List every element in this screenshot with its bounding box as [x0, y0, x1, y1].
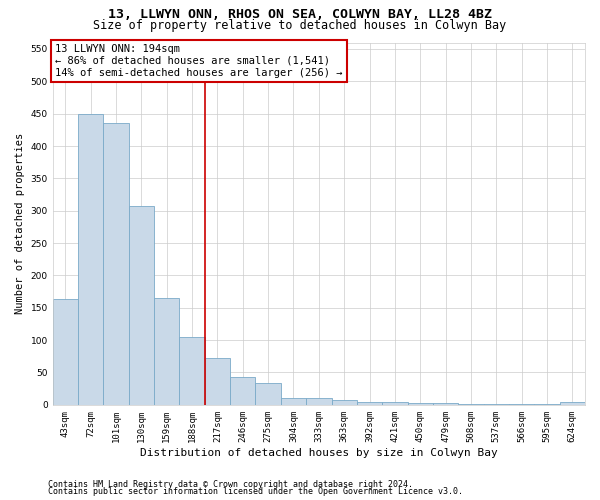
- Bar: [205, 358, 230, 405]
- Text: Contains public sector information licensed under the Open Government Licence v3: Contains public sector information licen…: [48, 487, 463, 496]
- Bar: [53, 300, 78, 405]
- Bar: [560, 402, 585, 405]
- Bar: [484, 404, 509, 405]
- Bar: [78, 114, 103, 405]
- Text: Size of property relative to detached houses in Colwyn Bay: Size of property relative to detached ho…: [94, 19, 506, 32]
- Bar: [103, 124, 129, 405]
- Bar: [433, 403, 458, 405]
- Bar: [407, 403, 433, 405]
- Y-axis label: Number of detached properties: Number of detached properties: [15, 133, 25, 314]
- Bar: [256, 384, 281, 405]
- Bar: [332, 400, 357, 405]
- Bar: [230, 377, 256, 405]
- Text: 13, LLWYN ONN, RHOS ON SEA, COLWYN BAY, LL28 4BZ: 13, LLWYN ONN, RHOS ON SEA, COLWYN BAY, …: [108, 8, 492, 20]
- Text: 13 LLWYN ONN: 194sqm
← 86% of detached houses are smaller (1,541)
14% of semi-de: 13 LLWYN ONN: 194sqm ← 86% of detached h…: [55, 44, 343, 78]
- Bar: [509, 404, 535, 405]
- Bar: [306, 398, 332, 405]
- Text: Contains HM Land Registry data © Crown copyright and database right 2024.: Contains HM Land Registry data © Crown c…: [48, 480, 413, 489]
- Bar: [154, 298, 179, 405]
- Bar: [281, 398, 306, 405]
- Bar: [357, 402, 382, 405]
- Bar: [179, 337, 205, 405]
- Bar: [382, 402, 407, 405]
- Bar: [458, 404, 484, 405]
- Bar: [129, 206, 154, 405]
- Bar: [535, 404, 560, 405]
- X-axis label: Distribution of detached houses by size in Colwyn Bay: Distribution of detached houses by size …: [140, 448, 498, 458]
